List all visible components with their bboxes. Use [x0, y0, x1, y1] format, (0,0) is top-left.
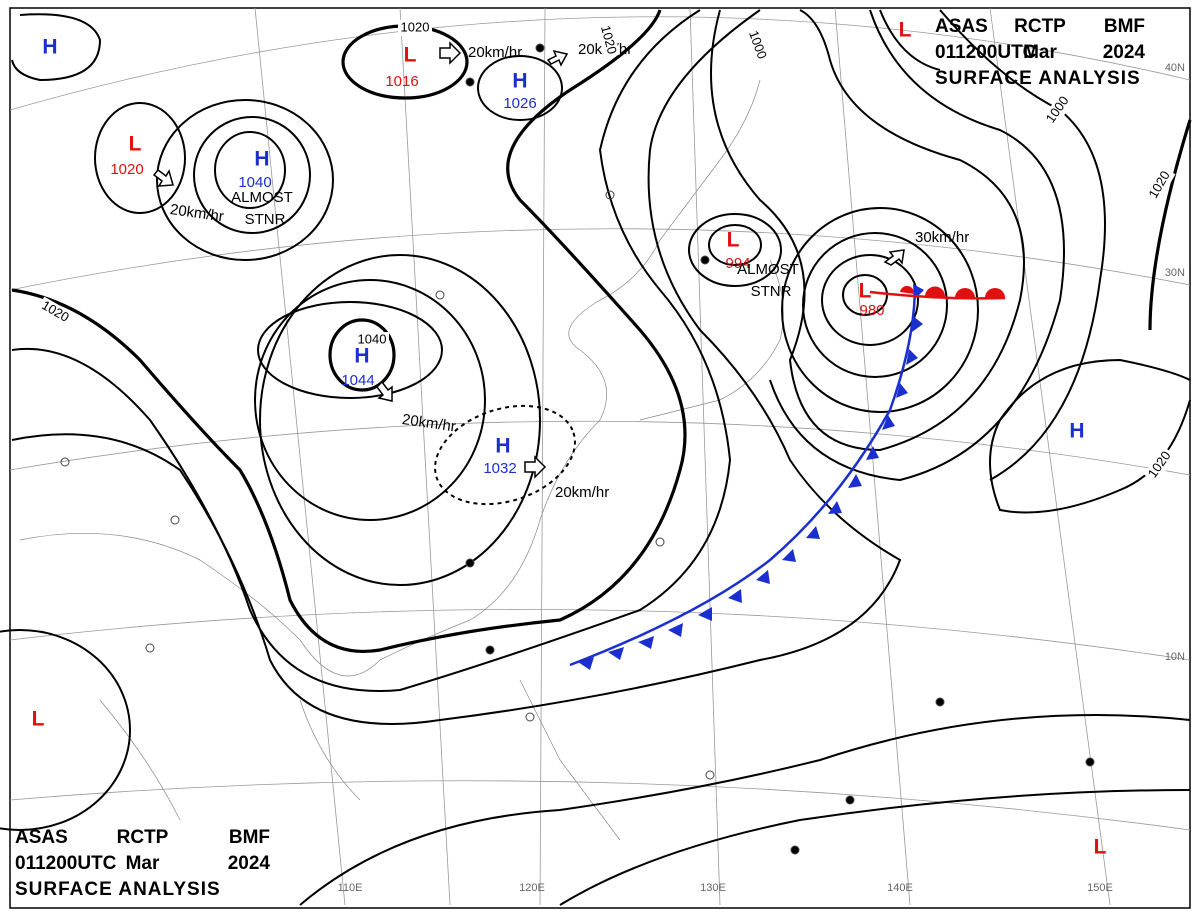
center-value: 980: [859, 302, 884, 319]
center-symbol: H: [254, 148, 269, 171]
map-frame: [9, 7, 1191, 909]
header-text: 2024: [228, 853, 271, 874]
station-symbols: [60, 43, 1095, 855]
center-value: 1020: [110, 161, 143, 178]
isobar-label-bg: [1143, 446, 1177, 484]
longitude-label: 130E: [700, 882, 726, 894]
center-symbol: L: [129, 133, 142, 156]
cold-front: [569, 284, 924, 670]
longitude-label: 150E: [1087, 882, 1113, 894]
center-value: 1044: [341, 372, 374, 389]
center-symbol: H: [354, 345, 369, 368]
isobar-label-bg: [595, 21, 621, 59]
center-value: 1040: [238, 174, 271, 191]
annotation: ALMOST: [737, 261, 799, 278]
header-text: SURFACE ANALYSIS: [15, 879, 221, 900]
header-text: RCTP: [1014, 16, 1066, 37]
center-symbol: H: [42, 36, 57, 59]
isobar-label: 1020: [401, 19, 430, 34]
center-value: 1032: [483, 460, 516, 477]
center-symbol: L: [859, 280, 872, 303]
center-value: 994: [725, 255, 750, 272]
annotation: ALMOST: [231, 189, 293, 206]
motion-label: 20km/hr: [468, 44, 522, 61]
motion-label: 30km/hr: [915, 229, 969, 246]
motion-arrows: [152, 41, 905, 479]
header-text: Mar: [126, 853, 160, 874]
isobar-label-bg: [398, 20, 432, 36]
isobar-label: 1020: [598, 24, 620, 56]
warm-front: [869, 285, 1006, 300]
longitude-label: 140E: [887, 882, 913, 894]
center-symbol: L: [899, 19, 912, 42]
isobar-label-bg: [36, 296, 74, 328]
center-symbol: H: [1069, 420, 1084, 443]
latitude-label: 40N: [1165, 62, 1185, 74]
isobar-label-bg: [743, 26, 771, 64]
center-value: 1016: [385, 73, 418, 90]
header-text: ASAS: [935, 16, 988, 37]
center-symbol: L: [404, 44, 417, 67]
center-symbol: H: [495, 435, 510, 458]
header-text: ASAS: [15, 827, 68, 848]
motion-label: 20km/hr: [555, 484, 609, 501]
header-text: RCTP: [117, 827, 169, 848]
isobar-label-bg: [1144, 166, 1176, 204]
annotation: STNR: [751, 283, 792, 300]
center-symbol: L: [727, 229, 740, 252]
header-text: 2024: [1103, 42, 1146, 63]
header-text: 011200UTC: [935, 42, 1037, 63]
header-text: SURFACE ANALYSIS: [935, 68, 1141, 89]
isobars: [0, 9, 1192, 906]
center-symbol: H: [512, 70, 527, 93]
isobar-label-bg: [1041, 91, 1075, 129]
header-text: 011200UTC: [15, 853, 117, 874]
longitude-label: 120E: [519, 882, 545, 894]
latitude-label: 10N: [1165, 651, 1185, 663]
center-value: 1026: [503, 95, 536, 112]
isobar-label-bg: [355, 332, 389, 348]
header-text: Mar: [1023, 42, 1057, 63]
isobar-label: 1040: [358, 331, 387, 346]
annotation: STNR: [245, 211, 286, 228]
header-text: BMF: [229, 827, 270, 848]
latitude-label: 30N: [1165, 267, 1185, 279]
longitude-label: 110E: [338, 882, 363, 894]
center-symbol: L: [32, 708, 45, 731]
header-text: BMF: [1104, 16, 1145, 37]
center-symbol: L: [1094, 836, 1107, 859]
